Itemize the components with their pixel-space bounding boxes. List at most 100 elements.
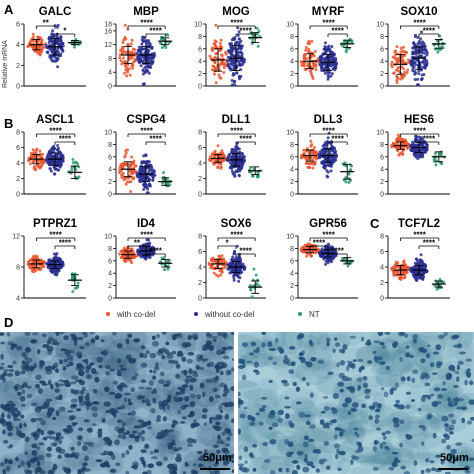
cell-nucleus bbox=[48, 431, 56, 435]
data-point bbox=[324, 262, 328, 266]
cell-nucleus bbox=[215, 365, 223, 370]
cell-nucleus bbox=[226, 346, 234, 350]
y-tick-label: 6 bbox=[198, 249, 202, 256]
data-point bbox=[255, 32, 259, 36]
data-point bbox=[326, 136, 330, 140]
data-point bbox=[323, 141, 327, 145]
data-point bbox=[223, 265, 227, 269]
data-point bbox=[129, 169, 133, 173]
data-point bbox=[401, 152, 405, 156]
cell-nucleus bbox=[150, 456, 158, 460]
tissue-texture bbox=[199, 427, 215, 447]
cell-nucleus bbox=[227, 455, 234, 460]
data-point bbox=[240, 44, 244, 48]
data-point bbox=[236, 26, 240, 30]
data-point bbox=[214, 69, 218, 73]
data-point bbox=[123, 154, 127, 158]
cell-nucleus bbox=[192, 470, 199, 474]
data-point bbox=[307, 162, 311, 166]
cell-nucleus bbox=[182, 471, 187, 474]
data-point bbox=[232, 276, 236, 280]
cell-nucleus bbox=[66, 424, 73, 429]
sig-label: **** bbox=[322, 19, 335, 28]
data-point bbox=[216, 166, 220, 170]
cell-nucleus bbox=[405, 345, 410, 349]
tissue-texture bbox=[385, 332, 420, 345]
tissue-texture bbox=[64, 454, 84, 467]
tissue-texture bbox=[171, 383, 201, 395]
cell-nucleus bbox=[13, 418, 21, 422]
data-point bbox=[306, 41, 310, 45]
data-point bbox=[40, 39, 44, 43]
cell-nucleus bbox=[8, 461, 13, 465]
tissue-texture bbox=[299, 357, 338, 372]
tissue-texture bbox=[73, 401, 108, 427]
cell-nucleus bbox=[83, 419, 90, 423]
data-point bbox=[423, 264, 427, 268]
cell-nucleus bbox=[130, 410, 137, 416]
data-point bbox=[39, 155, 43, 159]
legend-label: with co-del bbox=[116, 310, 155, 319]
y-tick-label: 4 bbox=[290, 167, 294, 174]
cell-nucleus bbox=[125, 338, 130, 345]
data-point bbox=[341, 44, 345, 48]
data-point bbox=[415, 277, 419, 281]
data-point bbox=[433, 151, 437, 155]
data-point bbox=[125, 251, 129, 255]
micrograph-right bbox=[238, 332, 474, 474]
cell-nucleus bbox=[127, 398, 132, 403]
data-point bbox=[230, 268, 234, 272]
cell-nucleus bbox=[30, 339, 38, 344]
cell-nucleus bbox=[149, 369, 153, 373]
tissue-texture bbox=[106, 338, 144, 364]
y-tick-label: 12 bbox=[104, 42, 112, 49]
data-point bbox=[35, 255, 39, 259]
cell-nucleus bbox=[175, 363, 181, 369]
cell-nucleus bbox=[337, 467, 342, 471]
cell-nucleus bbox=[37, 388, 43, 395]
cell-nucleus bbox=[7, 432, 13, 437]
y-tick-label: 0 bbox=[108, 192, 112, 199]
data-point bbox=[222, 260, 226, 264]
cell-nucleus bbox=[441, 415, 449, 422]
cell-nucleus bbox=[227, 369, 232, 375]
cell-nucleus bbox=[191, 333, 199, 339]
cell-nucleus bbox=[132, 461, 139, 468]
cell-nucleus bbox=[55, 332, 60, 337]
data-point bbox=[330, 45, 334, 49]
cell-nucleus bbox=[201, 408, 208, 413]
data-point bbox=[139, 250, 143, 254]
tissue-texture bbox=[371, 451, 398, 466]
cell-nucleus bbox=[37, 454, 45, 461]
data-point bbox=[120, 49, 124, 53]
tissue-texture bbox=[179, 458, 217, 474]
cell-nucleus bbox=[29, 365, 35, 372]
cell-nucleus bbox=[46, 446, 52, 452]
cell-nucleus bbox=[3, 369, 9, 372]
data-point bbox=[123, 35, 127, 39]
tissue-texture bbox=[308, 332, 329, 345]
data-point bbox=[220, 149, 224, 153]
cell-nucleus bbox=[26, 385, 32, 389]
cell-nucleus bbox=[217, 434, 221, 440]
data-point bbox=[254, 273, 258, 277]
cell-nucleus bbox=[140, 362, 148, 368]
cell-nucleus bbox=[14, 385, 19, 392]
data-point bbox=[327, 44, 331, 48]
data-point bbox=[221, 266, 225, 270]
sig-label: **** bbox=[239, 135, 252, 144]
cell-nucleus bbox=[70, 446, 75, 451]
cell-nucleus bbox=[197, 463, 204, 468]
cell-nucleus bbox=[206, 363, 211, 368]
data-point bbox=[239, 63, 243, 67]
data-point bbox=[237, 42, 241, 46]
data-point bbox=[126, 68, 130, 72]
data-point bbox=[318, 62, 322, 66]
y-tick-label: 6 bbox=[16, 22, 20, 29]
tissue-texture bbox=[458, 332, 474, 344]
data-point bbox=[47, 41, 51, 45]
data-point bbox=[233, 79, 237, 83]
cell-nucleus bbox=[333, 434, 338, 440]
data-point bbox=[45, 50, 49, 54]
